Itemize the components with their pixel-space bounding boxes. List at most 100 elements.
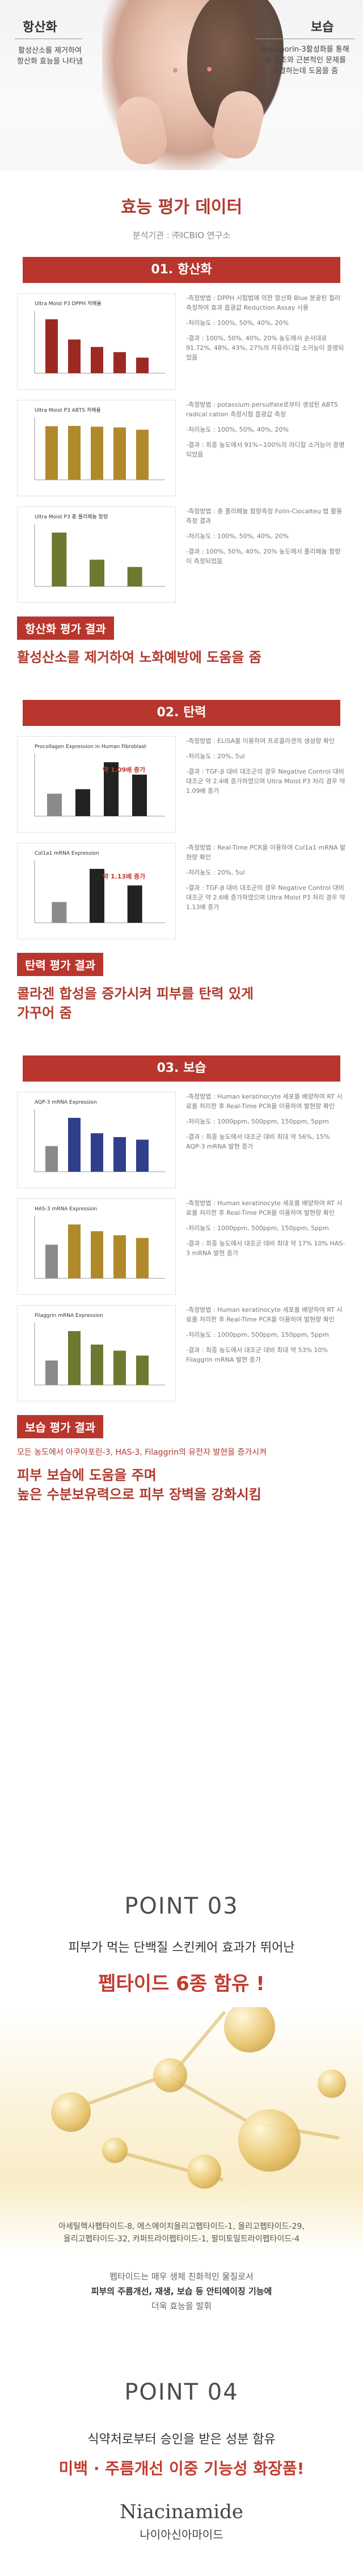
hero-right-title: 보습 <box>311 20 334 35</box>
chart-title: Ultra Moist P3 DPPH 저해율 <box>35 301 102 307</box>
chart-title: Col1a1 mRNA Expression <box>35 851 99 856</box>
chart-axis <box>34 860 165 923</box>
chart-bar <box>113 1350 126 1385</box>
peptide-note: 펩타이드는 매우 생체 친화적인 물질로서 피부의 주름개선, 재생, 보습 등… <box>91 2271 272 2311</box>
bar-chart: AQP-3 mRNA Expression <box>17 1092 176 1188</box>
bar-chart: Ultra Moist P3 DPPH 저해율 <box>17 293 176 390</box>
chart-bar <box>45 1146 58 1172</box>
bar-chart-svg: Col1a1 mRNA Expression 약 1.13배 증가 <box>34 851 165 923</box>
note-line: -처리농도 : 1000ppm, 500ppm, 150ppm, 5ppm <box>186 1331 329 1338</box>
chart-bar <box>113 352 126 373</box>
chart-bar <box>68 426 81 480</box>
chart-axis <box>34 524 165 587</box>
chart-notes: -측정방법 : Human keratinocyte 세포를 배양하여 RT 시… <box>186 1305 346 1401</box>
peptide-molecule-image: 아세틸헥사펩타이드-8, 에스에이치올리고펩타이드-1, 올리고펩타이드-29,… <box>0 2007 363 2257</box>
note-line: -결과 : 최종 농도에서 대조군 대비 최대 약 56%, 15% AQP-3… <box>186 1133 330 1150</box>
hero-right-desc: Aquaporin-3활성화를 통해 속 건조와 근본적인 문제를 해결하는데 … <box>261 45 349 75</box>
chart-row: Ultra Moist P3 총 폴리페놀 함량 -측정방법 : 총 폴리페놀 함… <box>17 506 346 603</box>
chart-bar <box>91 1231 103 1278</box>
bar-chart-svg: Procollagen Expression in Human Fibrobla… <box>34 744 165 817</box>
chart-bar <box>52 902 67 923</box>
chart-bar <box>91 1133 103 1172</box>
bar-chart-svg: AQP-3 mRNA Expression <box>34 1100 165 1172</box>
chart-row: HAS-3 mRNA Expression -측정방법 : Human kerat… <box>17 1198 346 1295</box>
cheek-mark-icon <box>207 67 212 71</box>
result-tag: 보습 평가 결과 <box>17 1415 104 1438</box>
chart-bar <box>136 1139 149 1172</box>
chart-bar <box>132 774 147 816</box>
chart-bar <box>104 762 119 816</box>
bar-chart: Filaggrin mRNA Expression <box>17 1305 176 1401</box>
bar-chart: HAS-3 mRNA Expression <box>17 1198 176 1295</box>
chart-bar <box>68 1118 81 1172</box>
note-line: -결과 : 100%, 50%, 40%, 20% 농도에서 순서대로 91.7… <box>186 335 344 361</box>
chart-bar <box>45 319 58 373</box>
point4-block: POINT 04 식약처로부터 승인을 받은 성분 함유 미백 · 주름개선 이… <box>0 2379 363 2542</box>
chart-bar <box>45 426 58 480</box>
bar-chart-svg: Ultra Moist P3 ABTS 저해율 <box>34 407 165 480</box>
chart-notes: -측정방법 : potassium persulfate로부터 생성된 ABTS… <box>186 400 346 496</box>
chart-bar <box>68 339 81 373</box>
note-line: -측정방법 : Human keratinocyte 세포를 배양하여 RT 시… <box>186 1093 343 1110</box>
note-line: -측정방법 : Real-Time PCR을 이용하여 Col1a1 mRNA … <box>186 844 346 861</box>
point4-label: POINT 04 <box>124 2379 239 2405</box>
chart-bar <box>45 1244 58 1278</box>
point3-label: POINT 03 <box>124 1893 239 1919</box>
point4-highlight: 미백 · 주름개선 이중 기능성 화장품! <box>58 2459 305 2478</box>
chart-bar <box>45 1360 58 1385</box>
note-line: -처리농도 : 20%, 5ul <box>186 869 245 876</box>
section-header: 01. 항산화 <box>23 257 340 283</box>
chart-notes: -측정방법 : DPPH 시험법에 의한 항산화 Blue 분광된 컬러 측정하… <box>186 293 346 390</box>
bar-chart: Ultra Moist P3 ABTS 저해율 <box>17 400 176 496</box>
chart-bar <box>136 357 149 373</box>
bar-chart-svg: HAS-3 mRNA Expression <box>34 1206 165 1279</box>
chart-title: Ultra Moist P3 ABTS 저해율 <box>35 407 101 413</box>
chart-title: Filaggrin mRNA Expression <box>35 1313 103 1319</box>
section-3: 03. 보습 AQP-3 mRNA Expression -측정방법 : Human… <box>0 1023 363 1504</box>
note-line: -결과 : TGF-β 대비 대조군의 경우 Negative Control … <box>186 768 345 795</box>
chart-notes: -측정방법 : Real-Time PCR을 이용하여 Col1a1 mRNA … <box>186 843 346 939</box>
section-header: 02. 탄력 <box>23 700 340 726</box>
chart-bar <box>113 1235 126 1278</box>
chart-title: HAS-3 mRNA Expression <box>35 1206 97 1212</box>
chart-row: AQP-3 mRNA Expression -측정방법 : Human kerat… <box>17 1092 346 1188</box>
note-line: -측정방법 : potassium persulfate로부터 생성된 ABTS… <box>186 401 338 418</box>
chart-bar <box>127 567 142 586</box>
section-1: 01. 항산화 Ultra Moist P3 DPPH 저해율 -측정방법 : DP… <box>0 257 363 667</box>
chart-bar <box>52 533 67 586</box>
niacinamide-brand-ko: 나이아신아마이드 <box>140 2528 223 2541</box>
result-text: 피부 보습에 도움을 주며 높은 수분보유력으로 피부 장벽을 강화시킴 <box>17 1467 261 1502</box>
efficacy-sections: 01. 항산화 Ultra Moist P3 DPPH 저해율 -측정방법 : DP… <box>0 257 363 1504</box>
result-text: 콜라겐 합성을 증가시켜 피부를 탄력 있게 가꾸어 줌 <box>17 986 254 1021</box>
niacinamide-brand-en: Niacinamide <box>120 2501 243 2523</box>
chart-title: AQP-3 mRNA Expression <box>35 1100 97 1105</box>
note-line: -처리농도 : 1000ppm, 500ppm, 150ppm, 5ppm <box>186 1224 329 1232</box>
result-tag: 탄력 평가 결과 <box>17 953 104 976</box>
note-line: -처리농도 : 100%, 50%, 40%, 20% <box>186 533 289 540</box>
result-text: 활성산소를 제거하여 노화예방에 도움을 줌 <box>17 649 261 665</box>
hero-left-desc: 활성산소를 제거하여 항산화 효능을 나타냄 <box>17 47 83 66</box>
chart-bar <box>136 429 149 480</box>
chart-row: Filaggrin mRNA Expression -측정방법 : Human k… <box>17 1305 346 1401</box>
result-sub: 모든 농도에서 아쿠아포린-3, HAS-3, Filaggrin의 유전자 발… <box>17 1448 267 1457</box>
chart-bar <box>90 869 104 923</box>
point4-headline: 식약처로부터 승인을 받은 성분 함유 <box>87 2433 276 2447</box>
hero-banner: 항산화 활성산소를 제거하여 항산화 효능을 나타냄 보습 Aquaporin-… <box>0 0 363 170</box>
note-line: -결과 : 최종 농도에서 대조군 대비 최대 약 53% 10% Filagg… <box>186 1346 328 1363</box>
point3-block: POINT 03 피부가 먹는 단백질 스킨케어 효과가 뛰어난 펩타이드 6종… <box>0 1893 363 2313</box>
chart-row: Ultra Moist P3 DPPH 저해율 -측정방법 : DPPH 시험법에… <box>17 293 346 390</box>
efficacy-title-block: 효능 평가 데이터 분석기관 : ㈜ICBIO 연구소 <box>0 170 363 241</box>
chart-notes: -측정방법 : 총 폴리페놀 함량측정 Folin-Ciocalteu 법 활용… <box>186 506 346 603</box>
cheek-mark-icon <box>173 68 178 73</box>
section-2: 02. 탄력 Procollagen Expression in Human Fi… <box>0 667 363 1023</box>
chart-title: Ultra Moist P3 총 폴리페놀 함량 <box>35 513 108 520</box>
chart-bar <box>91 426 103 480</box>
note-line: -측정방법 : Human keratinocyte 세포를 배양하여 RT 시… <box>186 1200 343 1217</box>
note-line: -측정방법 : 총 폴리페놀 함량측정 Folin-Ciocalteu 법 활용… <box>186 508 343 525</box>
bar-chart: Ultra Moist P3 총 폴리페놀 함량 <box>17 506 176 603</box>
chart-notes: -측정방법 : Human keratinocyte 세포를 배양하여 RT 시… <box>186 1092 346 1188</box>
chart-bar <box>68 1224 81 1278</box>
note-line: -결과 : 최종 농도에서 대조군 대비 최대 약 17% 10% HAS-3 … <box>186 1240 345 1257</box>
hero-left-title: 항산화 <box>23 20 57 35</box>
